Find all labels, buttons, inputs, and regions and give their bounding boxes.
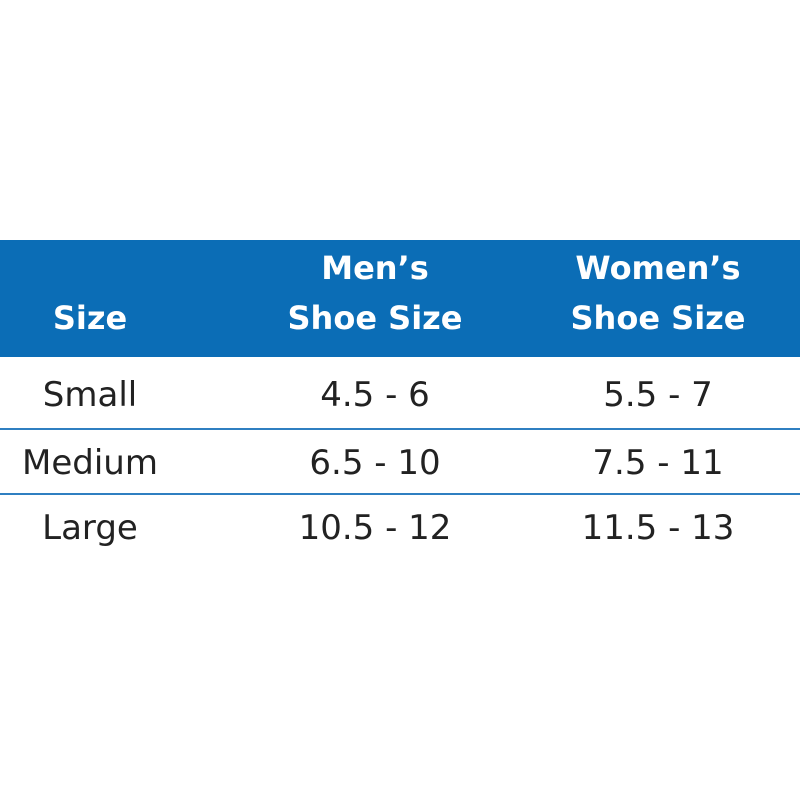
header-cell: Size — [0, 293, 180, 343]
header-cell: Men’s Shoe Size — [235, 243, 515, 343]
table-cell: Medium — [22, 443, 158, 483]
table-cell: Large — [42, 508, 138, 548]
header-line: Men’s — [321, 249, 429, 287]
table-cell: 5.5 - 7 — [603, 375, 713, 415]
table-cell: 4.5 - 6 — [320, 375, 430, 415]
header-cell: Women’s Shoe Size — [508, 243, 800, 343]
table-row: Medium 6.5 - 10 7.5 - 11 — [0, 429, 800, 497]
table-cell: 7.5 - 11 — [592, 443, 724, 483]
table-cell: 6.5 - 10 — [309, 443, 441, 483]
table-row: Small 4.5 - 6 5.5 - 7 — [0, 361, 800, 429]
table-cell: 10.5 - 12 — [298, 508, 452, 548]
header-line: Shoe Size — [287, 299, 463, 337]
table-cell: 11.5 - 13 — [581, 508, 735, 548]
table-cell: Small — [42, 375, 138, 415]
table-row: Large 10.5 - 12 11.5 - 13 — [0, 494, 800, 562]
header-line: Size — [52, 299, 128, 337]
row-divider — [0, 428, 800, 430]
row-divider — [0, 493, 800, 495]
header-line: Women’s — [575, 249, 741, 287]
table-header: Size Men’s Shoe Size Women’s Shoe Size — [0, 240, 800, 357]
header-line: Shoe Size — [570, 299, 746, 337]
